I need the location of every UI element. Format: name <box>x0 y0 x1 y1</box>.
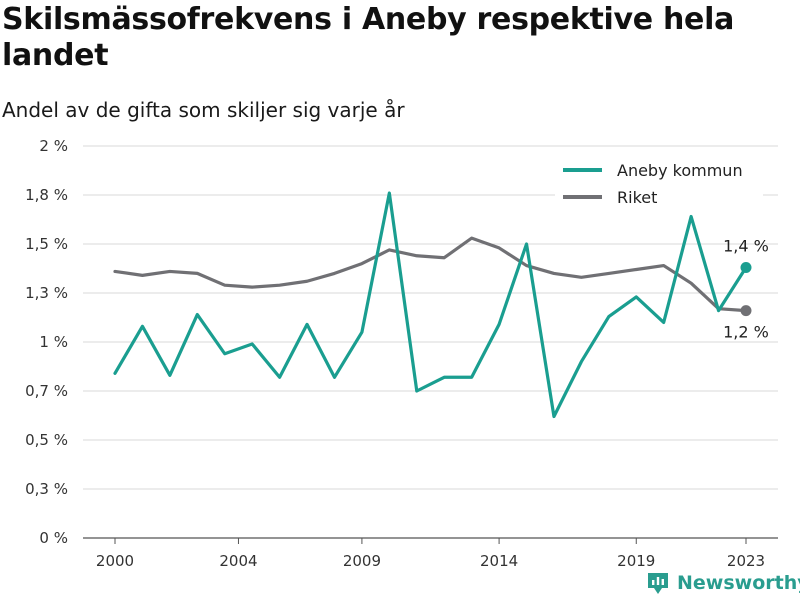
y-tick-label: 0,5 % <box>25 431 68 449</box>
x-tick-label: 2000 <box>96 552 134 570</box>
end-point-aneby <box>740 262 752 274</box>
y-tick-label: 1 % <box>39 333 68 351</box>
legend-background <box>555 155 763 213</box>
y-tick-label: 0 % <box>39 529 68 547</box>
y-tick-label: 0,3 % <box>25 480 68 498</box>
x-tick-label: 2023 <box>727 552 765 570</box>
series-group <box>113 191 752 419</box>
legend-label: Riket <box>617 188 657 207</box>
end-labels: 1,2 % 1,4 % <box>723 237 769 342</box>
legend-label: Aneby kommun <box>617 161 743 180</box>
legend: Aneby kommun Riket <box>555 155 763 213</box>
y-tick-label: 1,3 % <box>25 284 68 302</box>
newsworthy-logo-icon <box>648 573 668 594</box>
y-axis-ticks: 0 % 0,3 % 0,5 % 0,7 % 1 % 1,3 % 1,5 % 1,8 % 2 % <box>25 137 68 547</box>
x-tick-label: 2019 <box>617 552 655 570</box>
x-tick-label: 2004 <box>219 552 257 570</box>
end-value-label: 1,2 % <box>723 323 769 342</box>
brand-name: Newsworthy <box>677 572 800 594</box>
y-tick-label: 1,8 % <box>25 186 68 204</box>
y-tick-label: 1,5 % <box>25 235 68 253</box>
end-value-label: 1,4 % <box>723 237 769 256</box>
brand-logo: Newsworthy <box>645 570 800 596</box>
series-line-aneby <box>113 191 748 419</box>
chart-title: Skilsmässofrekvens i Aneby respektive he… <box>2 2 735 73</box>
y-tick-label: 2 % <box>39 137 68 155</box>
y-tick-label: 0,7 % <box>25 382 68 400</box>
x-tick-label: 2014 <box>480 552 518 570</box>
end-point-riket <box>740 305 752 317</box>
x-tick-label: 2009 <box>343 552 381 570</box>
series-line-riket <box>113 236 748 313</box>
grid-lines <box>83 145 778 539</box>
chart-subtitle: Andel av de gifta som skiljer sig varje … <box>2 98 405 122</box>
x-axis-ticks: 2000 2004 2009 2014 2019 2023 <box>96 538 765 570</box>
